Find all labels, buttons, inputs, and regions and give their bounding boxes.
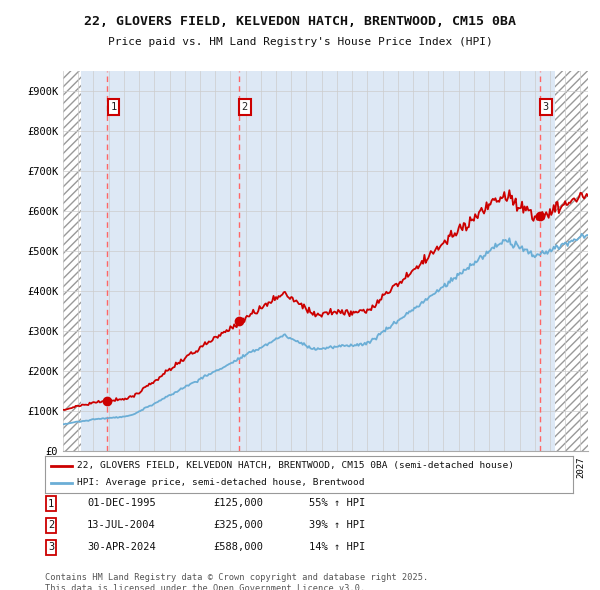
Text: 39% ↑ HPI: 39% ↑ HPI	[309, 520, 365, 530]
Text: 3: 3	[48, 542, 54, 552]
Text: 2: 2	[48, 520, 54, 530]
Text: 14% ↑ HPI: 14% ↑ HPI	[309, 542, 365, 552]
Text: 22, GLOVERS FIELD, KELVEDON HATCH, BRENTWOOD, CM15 0BA (semi-detached house): 22, GLOVERS FIELD, KELVEDON HATCH, BRENT…	[77, 461, 514, 470]
Text: £325,000: £325,000	[213, 520, 263, 530]
Bar	[554, 71, 588, 451]
Text: £125,000: £125,000	[213, 498, 263, 508]
Text: 1: 1	[48, 499, 54, 509]
Text: £588,000: £588,000	[213, 542, 263, 552]
Text: Contains HM Land Registry data © Crown copyright and database right 2025.
This d: Contains HM Land Registry data © Crown c…	[45, 573, 428, 590]
Text: 22, GLOVERS FIELD, KELVEDON HATCH, BRENTWOOD, CM15 0BA: 22, GLOVERS FIELD, KELVEDON HATCH, BRENT…	[84, 15, 516, 28]
Text: 2: 2	[242, 102, 248, 112]
Text: Price paid vs. HM Land Registry's House Price Index (HPI): Price paid vs. HM Land Registry's House …	[107, 37, 493, 47]
Text: 13-JUL-2004: 13-JUL-2004	[87, 520, 156, 530]
Text: 1: 1	[110, 102, 117, 112]
Text: 3: 3	[543, 102, 549, 112]
Text: 55% ↑ HPI: 55% ↑ HPI	[309, 498, 365, 508]
Bar	[63, 71, 81, 451]
Text: 30-APR-2024: 30-APR-2024	[87, 542, 156, 552]
Text: HPI: Average price, semi-detached house, Brentwood: HPI: Average price, semi-detached house,…	[77, 478, 364, 487]
Text: 01-DEC-1995: 01-DEC-1995	[87, 498, 156, 508]
